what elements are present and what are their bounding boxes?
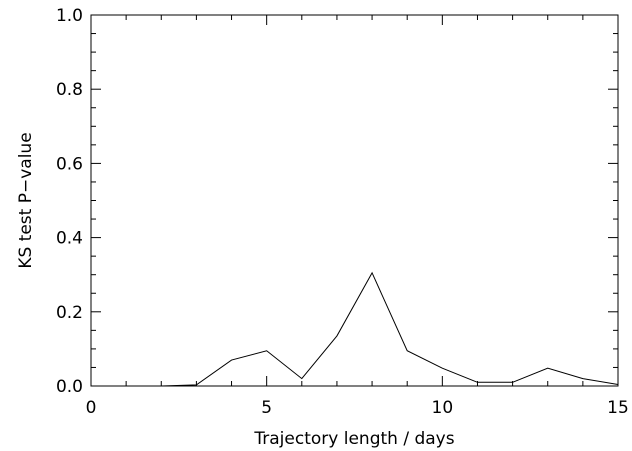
plot-frame [90,14,619,387]
x-tick-label: 0 [86,398,97,418]
x-axis-title: Trajectory length / days [253,429,454,449]
plot-border [90,14,619,387]
y-tick-label: 0.2 [56,303,83,323]
series-group [126,271,619,387]
y-tick-label: 0.0 [56,377,83,397]
x-axis-ticks: 0 5 10 15 [86,15,629,418]
series-line [126,271,619,387]
y-tick-label: 0.6 [56,154,83,174]
x-tick-label: 5 [261,398,272,418]
y-tick-label: 1.0 [56,6,83,26]
x-tick-label: 10 [432,398,454,418]
y-axis-ticks: 0.0 0.2 0.4 0.6 0.8 1.0 [56,6,618,397]
y-tick-label: 0.4 [56,229,83,249]
y-axis-title: KS test P−value [16,132,36,268]
x-tick-label: 15 [607,398,629,418]
y-tick-label: 0.8 [56,80,83,100]
